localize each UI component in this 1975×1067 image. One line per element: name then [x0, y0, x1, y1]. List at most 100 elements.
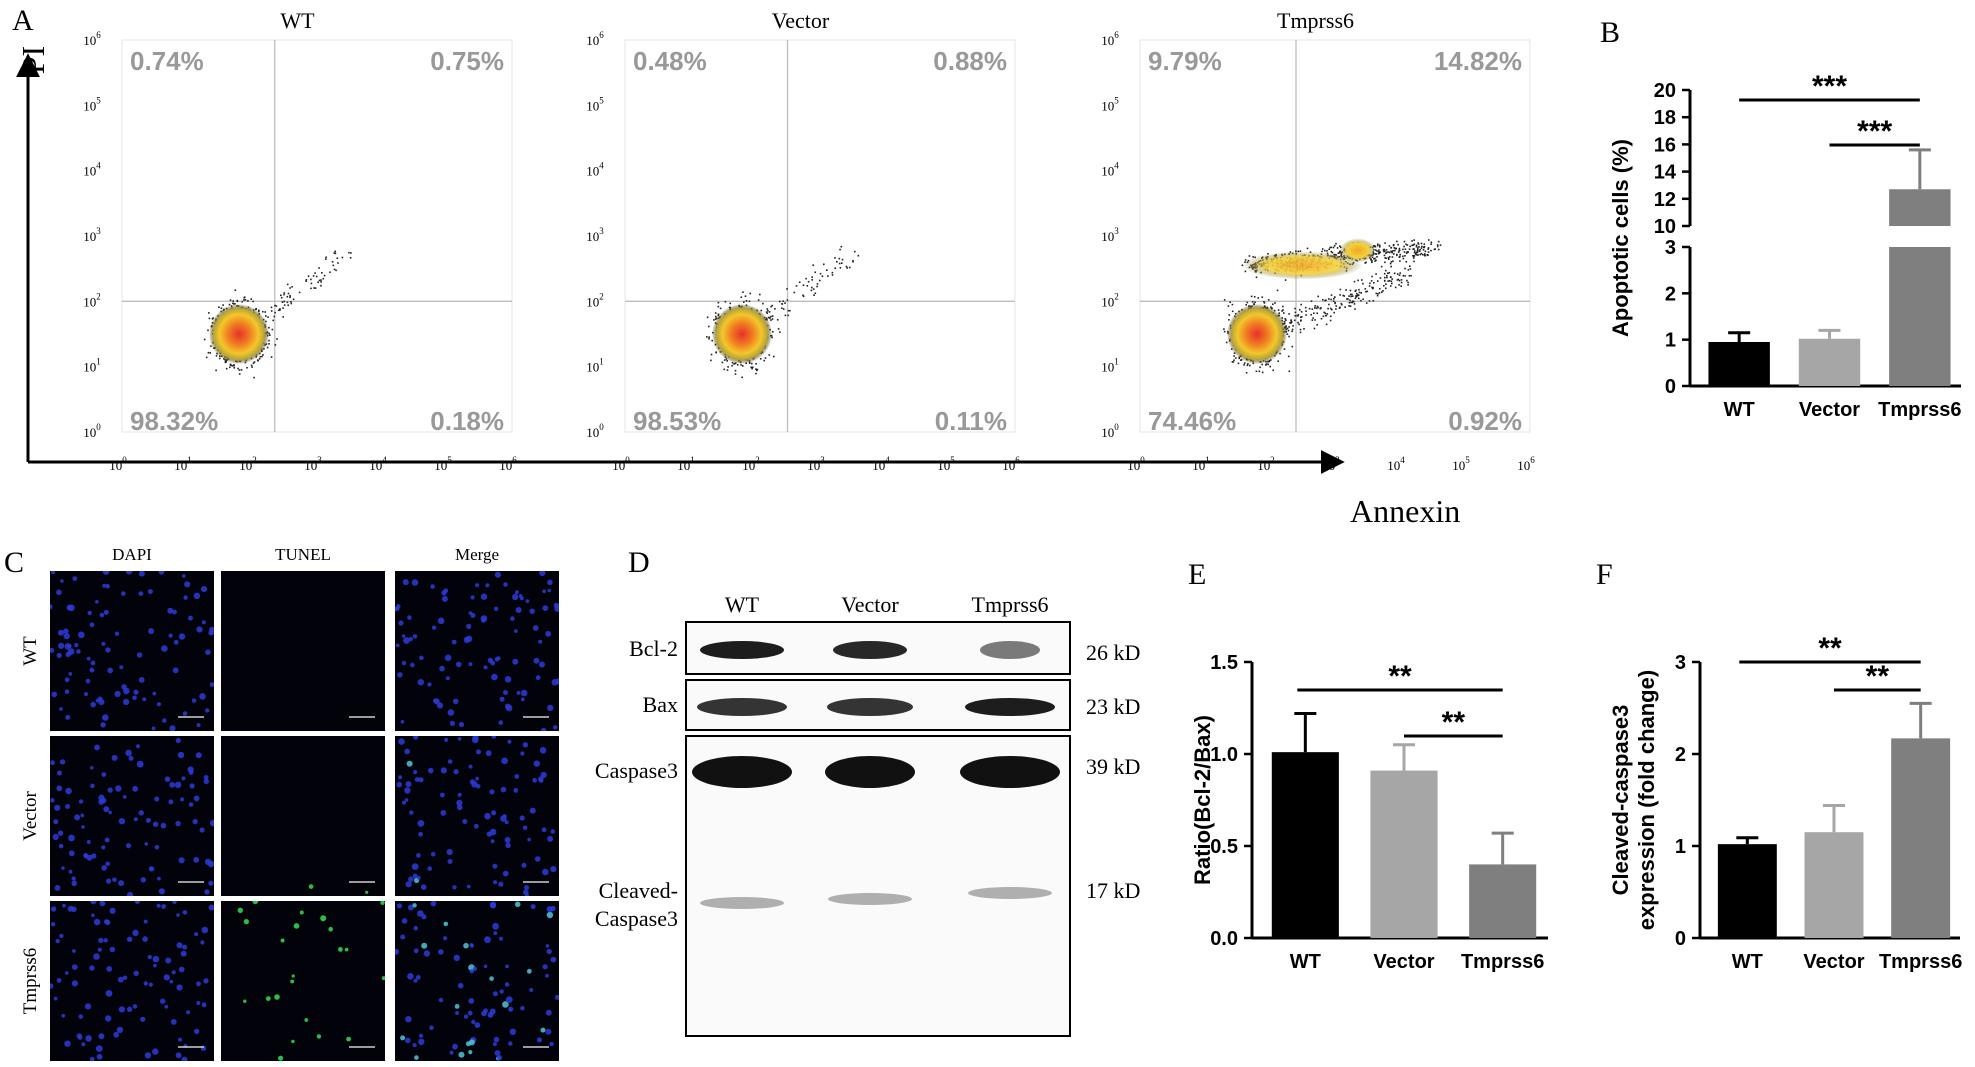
cleaved-caspase3-band	[828, 893, 912, 905]
nucleus	[84, 1003, 92, 1010]
x-tick-label: 105	[434, 455, 452, 473]
nucleus	[101, 641, 106, 646]
nucleus	[452, 1043, 458, 1050]
micrograph-vector-dapi	[50, 736, 214, 896]
y-axis-label: Apoptotic cells (%)	[1608, 139, 1633, 337]
y-tick-exponent: 0	[96, 422, 101, 432]
nucleus	[200, 940, 205, 945]
nucleus	[436, 702, 444, 709]
y-tick-label: 10	[1654, 216, 1676, 238]
nucleus	[169, 781, 176, 788]
nucleus	[412, 903, 417, 908]
nucleus	[196, 626, 203, 633]
band-name: Cleaved-	[599, 878, 678, 903]
nucleus	[143, 919, 148, 924]
y-tick-exponent: 5	[96, 95, 101, 105]
nucleus	[483, 665, 488, 670]
nucleus	[496, 1055, 502, 1061]
nucleus	[98, 799, 105, 805]
y-tick-exponent: 2	[1114, 291, 1119, 301]
nucleus	[508, 1006, 514, 1012]
y-tick-label: 20	[1654, 80, 1676, 102]
tunel-positive-cell	[381, 976, 385, 981]
nucleus	[474, 1022, 481, 1028]
y-tick-exponent: 6	[599, 30, 604, 40]
nucleus	[547, 588, 551, 593]
nucleus	[196, 981, 201, 987]
band-size: 17 kD	[1086, 878, 1140, 903]
nucleus	[420, 884, 427, 890]
nucleus	[58, 843, 64, 849]
nucleus	[404, 798, 409, 802]
nucleus	[429, 1025, 434, 1030]
nucleus	[534, 856, 541, 862]
nucleus	[171, 970, 176, 975]
tunel-positive-cell	[265, 996, 271, 1001]
tunel-positive-cell	[338, 947, 343, 952]
chart-f: 0 1 2 3 WT Vector Tmprss6 ** ** Cleaved-caspase3 e…	[1608, 632, 1962, 973]
nucleus	[201, 1002, 207, 1008]
nucleus	[152, 691, 157, 696]
y-tick-label: 102	[83, 291, 101, 309]
nucleus	[452, 885, 457, 890]
nucleus	[487, 1012, 494, 1018]
tunel-column-label: Merge	[455, 545, 499, 564]
nucleus	[413, 925, 418, 931]
y-tick-label: 102	[586, 291, 604, 309]
y-tick-label: 16	[1654, 134, 1676, 156]
nucleus	[200, 586, 208, 593]
nucleus	[148, 628, 155, 635]
tunel-positive-cell	[280, 938, 285, 943]
nucleus	[493, 1036, 500, 1043]
tunel-positive-cell	[328, 926, 333, 932]
lane-label: WT	[725, 592, 760, 617]
nucleus	[199, 693, 206, 700]
nucleus	[126, 1006, 133, 1012]
x-tick-exponent: 3	[317, 455, 322, 465]
nucleus	[493, 880, 498, 885]
y-axis-label: Ratio(Bcl-2/Bax)	[1190, 715, 1215, 885]
nucleus	[498, 881, 504, 887]
x-tick-label: Tmprss6	[1461, 951, 1544, 973]
flow-plot-frame	[121, 39, 513, 433]
y-tick-label: 1.0	[1210, 744, 1238, 766]
nucleus	[125, 571, 133, 575]
tunel-positive-cell	[365, 890, 369, 894]
nucleus	[194, 1028, 200, 1035]
significance-stars: ***	[1857, 115, 1892, 148]
x-tick-label: 104	[1387, 455, 1405, 473]
nucleus	[104, 919, 109, 925]
micrograph-vector-merge	[395, 736, 559, 896]
nucleus	[174, 781, 182, 788]
nucleus	[180, 950, 187, 957]
nucleus	[407, 615, 412, 620]
nucleus	[158, 888, 165, 895]
nucleus	[53, 819, 59, 825]
nucleus	[476, 749, 481, 755]
x-tick-exponent: 3	[1335, 455, 1340, 465]
x-tick-label: 106	[1002, 455, 1020, 473]
quadrant-lr-percent: 0.11%	[935, 406, 1007, 436]
nucleus	[157, 876, 161, 881]
y-tick-exponent: 1	[1114, 357, 1119, 367]
significance-stars: ***	[1812, 70, 1847, 103]
micrograph-tmprss6-dapi	[50, 901, 214, 1061]
protein-band	[965, 698, 1055, 716]
x-tick-exponent: 5	[447, 455, 452, 465]
y-tick-label: 2	[1675, 744, 1686, 766]
nucleus	[161, 904, 166, 909]
nucleus	[138, 677, 145, 683]
y-tick-label: 101	[83, 357, 101, 375]
nucleus	[494, 656, 500, 662]
nucleus	[80, 813, 85, 818]
nucleus	[549, 1041, 554, 1047]
nucleus	[413, 978, 418, 983]
nucleus	[527, 837, 531, 842]
nucleus	[76, 1033, 82, 1039]
y-tick-exponent: 2	[599, 291, 604, 301]
bar	[1717, 844, 1777, 938]
nucleus	[89, 766, 94, 770]
x-tick-exponent: 1	[690, 455, 695, 465]
nucleus	[470, 613, 476, 618]
